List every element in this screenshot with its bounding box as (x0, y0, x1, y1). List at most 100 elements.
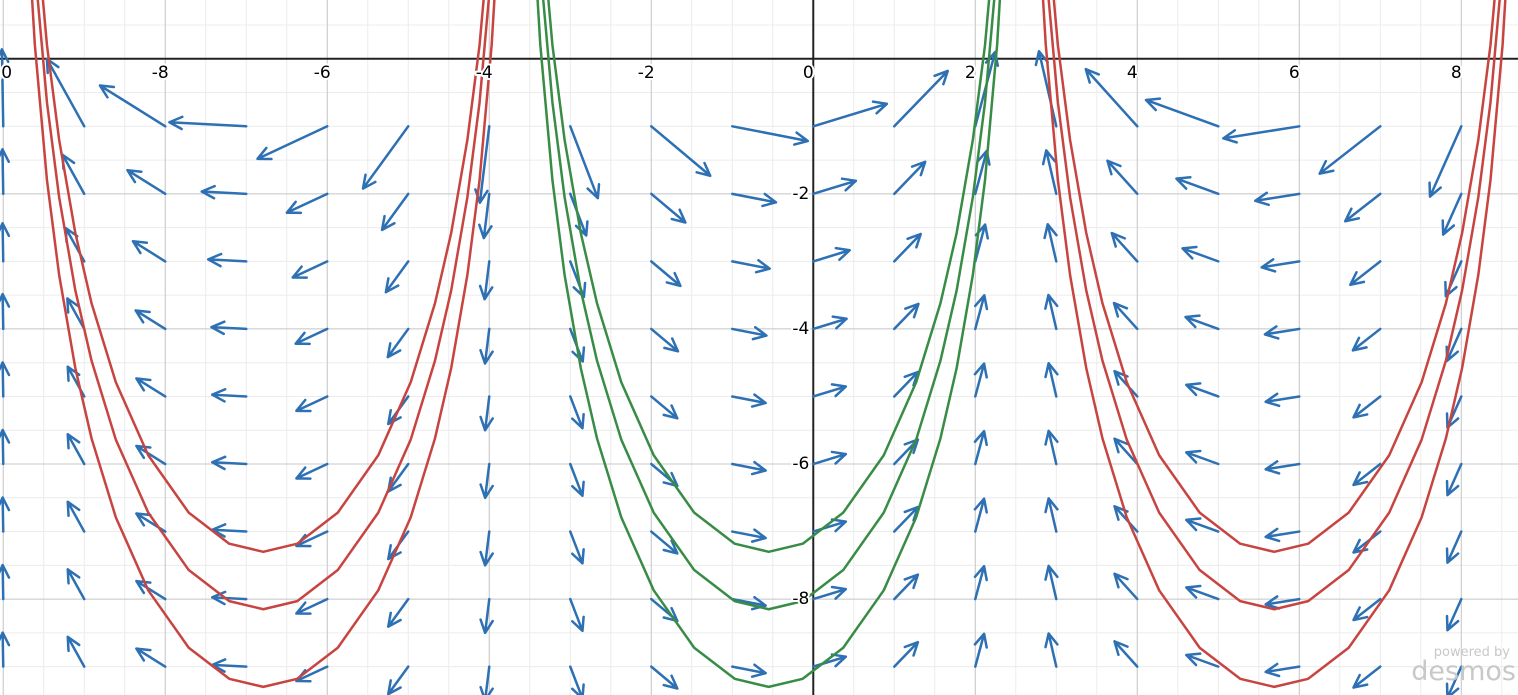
vector-arrow (1349, 260, 1382, 287)
vector-arrow (0, 48, 10, 128)
vector-arrow (731, 595, 767, 611)
vector-arrow (1113, 505, 1139, 533)
vector-arrow (0, 222, 11, 263)
vector-arrow (0, 148, 11, 196)
vector-arrow (893, 160, 927, 196)
vector-arrow (295, 597, 329, 615)
vector-arrow (1263, 325, 1301, 340)
vector-arrow (1043, 223, 1058, 263)
x-tick-label: 0 (803, 63, 814, 83)
vector-arrow (1445, 462, 1463, 497)
vector-arrow (1113, 437, 1139, 466)
vector-arrow (1084, 67, 1139, 128)
vector-arrow (45, 57, 86, 128)
vector-arrow (1185, 382, 1220, 398)
vector-arrow (812, 450, 848, 466)
vector-arrow (1185, 652, 1220, 668)
vector-arrow (650, 395, 679, 420)
vector-arrow (0, 361, 11, 398)
vector-arrow (569, 665, 585, 695)
vector-arrow (1185, 584, 1220, 601)
vector-arrow (812, 518, 848, 533)
y-tick-label: -2 (792, 184, 809, 204)
vector-arrow (1041, 149, 1058, 196)
y-tick-label: -4 (792, 319, 809, 339)
x-tick-label: -8 (152, 63, 169, 83)
vector-arrow (973, 564, 988, 601)
vector-arrow (135, 647, 167, 668)
vector-arrow (1181, 245, 1220, 263)
vector-arrow (387, 597, 410, 628)
vector-arrow (478, 260, 494, 301)
vector-arrow (66, 635, 86, 668)
vector-arrow (1106, 159, 1139, 196)
vector-arrow (1343, 192, 1382, 223)
vector-arrow (893, 370, 920, 398)
vector-arrow (812, 315, 848, 331)
vector-arrow (291, 260, 329, 279)
vector-arrow (1264, 595, 1301, 610)
vector-arrow (650, 192, 687, 224)
vector-arrow (0, 631, 11, 668)
vector-arrow (479, 462, 494, 500)
vector-arrow (973, 632, 988, 668)
vector-arrow (386, 327, 410, 359)
vector-arrow (973, 497, 988, 533)
vector-arrow (211, 388, 248, 403)
vector-arrow (1185, 449, 1220, 466)
vector-arrow (1113, 572, 1139, 601)
vector-arrow (1185, 517, 1220, 533)
vector-arrow (569, 125, 601, 200)
vector-arrow (479, 530, 494, 567)
x-tick-label: -2 (638, 63, 655, 83)
vector-arrow (0, 563, 11, 601)
vector-arrow (1318, 125, 1382, 175)
vector-arrow (1113, 640, 1139, 668)
vector-arrow (1175, 175, 1220, 196)
vector-arrow (569, 462, 585, 498)
x-tick-label: 8 (1451, 63, 1462, 83)
vector-arrow (200, 184, 248, 200)
vector-arrow (731, 528, 767, 543)
vector-arrow (1044, 362, 1059, 398)
vector-arrow (650, 125, 712, 178)
vector-arrow (1428, 125, 1463, 198)
vector-arrow (135, 444, 167, 466)
vector-arrow (66, 297, 86, 331)
vector-arrow (1044, 293, 1059, 331)
x-tick-label: 6 (1289, 63, 1300, 83)
vector-arrow (1044, 429, 1059, 466)
vector-arrow (211, 455, 248, 471)
vector-arrow (479, 327, 494, 365)
vector-arrow (650, 665, 679, 690)
vector-arrow (650, 260, 682, 288)
vector-arrow (812, 383, 848, 398)
vector-arrow (1044, 632, 1059, 668)
vector-arrow (98, 84, 167, 128)
vector-arrow (66, 500, 86, 533)
x-tick-label: -4 (476, 63, 493, 83)
vector-arrow (731, 259, 771, 274)
vector-arrow (650, 530, 679, 555)
vector-arrow (295, 462, 329, 480)
vector-arrow (812, 246, 851, 263)
y-tick-label: -8 (792, 589, 809, 609)
vector-arrow (731, 325, 768, 341)
curve (547, 0, 991, 554)
vector-arrow (0, 428, 11, 466)
vector-arrow (893, 573, 920, 601)
curve (30, 0, 1507, 689)
vector-arrow (812, 177, 858, 196)
vector-arrow (387, 665, 410, 695)
vector-arrow (285, 192, 329, 215)
curve (536, 0, 1002, 689)
vector-arrow (1352, 462, 1382, 487)
vector-arrow (66, 568, 86, 601)
vector-arrow (1445, 530, 1463, 564)
x-tick-label: -10 (0, 63, 12, 83)
watermark-small: powered by (1434, 645, 1511, 660)
